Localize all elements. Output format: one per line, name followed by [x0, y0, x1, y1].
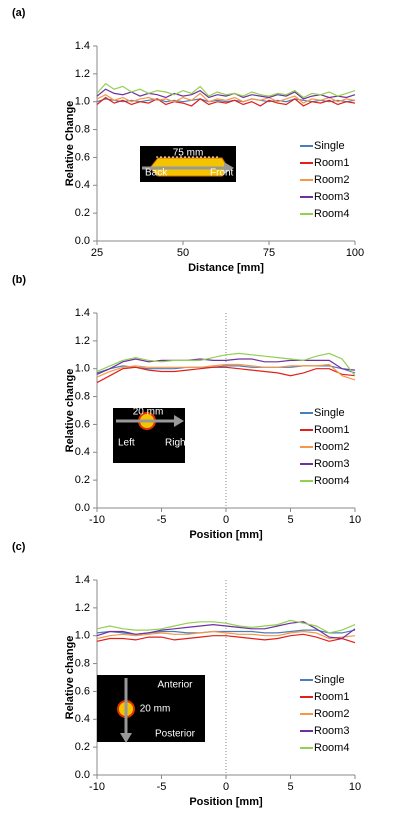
arrow-head [224, 162, 234, 174]
series-line [96, 96, 356, 107]
legend-label: Room4 [314, 742, 349, 754]
inset-label: 75 mm [173, 148, 204, 159]
inset-label: Back [145, 168, 168, 179]
series-line [96, 352, 356, 377]
inset-label: 20 mm [133, 407, 164, 418]
x-tick-label: 25 [91, 247, 103, 259]
series-line [96, 92, 356, 104]
y-axis-title: Relative change [64, 369, 76, 453]
legend-label: Room1 [314, 424, 349, 436]
series-line [96, 363, 356, 381]
inset-label: Anterior [157, 680, 193, 691]
y-tick-label: 0.4 [75, 179, 90, 191]
series-line [96, 633, 356, 644]
y-tick-label: 0.6 [75, 685, 90, 697]
x-tick-label: -10 [89, 781, 105, 793]
chart-panel: (c) Relative change Position [mm] 0.0 0.2 0.4… [12, 541, 361, 808]
legend-label: Single [314, 407, 345, 419]
inset-image [97, 675, 205, 742]
y-tick-label: 1.0 [75, 630, 90, 642]
x-tick-label: 50 [177, 247, 189, 259]
legend-label: Room4 [314, 475, 349, 487]
series-line [96, 366, 356, 384]
y-tick-label: 0.2 [75, 741, 90, 753]
chart-panel: (b) Relative change Position [mm] 0.0 0.2 0.4… [12, 274, 361, 541]
series-line [96, 619, 356, 634]
y-axis-title: Relative Change [64, 101, 76, 187]
x-tick-label: 5 [287, 514, 293, 526]
y-tick-label: 0.4 [75, 446, 90, 458]
panel-label: (c) [12, 541, 26, 553]
legend-label: Room2 [314, 174, 349, 186]
inset-label: Right [165, 438, 189, 449]
inset-label: Front [210, 168, 234, 179]
legend-label: Room1 [314, 157, 349, 169]
series-line [96, 88, 356, 100]
panel-label: (b) [12, 274, 26, 286]
y-tick-label: 1.4 [75, 307, 90, 319]
x-tick-label: 0 [223, 514, 229, 526]
legend-label: Single [314, 140, 345, 152]
legend-label: Room2 [314, 441, 349, 453]
y-tick-label: 0.0 [75, 235, 90, 247]
x-tick-label: 10 [349, 781, 361, 793]
x-tick-label: 0 [223, 781, 229, 793]
x-tick-label: -10 [89, 514, 105, 526]
legend-label: Room3 [314, 725, 349, 737]
y-tick-label: 0.8 [75, 390, 90, 402]
y-tick-label: 1.0 [75, 96, 90, 108]
x-axis-title: Distance [mm] [188, 262, 264, 274]
series-line [96, 621, 356, 640]
y-axis-title: Relative change [64, 636, 76, 720]
y-tick-label: 0.4 [75, 713, 90, 725]
y-tick-label: 0.0 [75, 502, 90, 514]
chart-panel: (a) Relative Change Distance [mm] 0.0 0.2 0.4… [12, 7, 364, 274]
y-tick-label: 0.2 [75, 207, 90, 219]
inset-label: 20 mm [140, 704, 171, 715]
y-tick-label: 0.8 [75, 657, 90, 669]
legend-label: Single [314, 674, 345, 686]
y-tick-label: 1.2 [75, 335, 90, 347]
y-tick-label: 1.0 [75, 363, 90, 375]
y-tick-label: 0.0 [75, 769, 90, 781]
panel-label: (a) [12, 7, 26, 19]
y-tick-label: 0.6 [75, 418, 90, 430]
arrow-head [120, 733, 132, 743]
x-tick-label: -5 [157, 781, 167, 793]
series-line [96, 358, 356, 375]
y-tick-label: 1.4 [75, 574, 90, 586]
y-tick-label: 1.4 [75, 40, 90, 52]
x-tick-label: 100 [346, 247, 364, 259]
legend-label: Room1 [314, 691, 349, 703]
legend-label: Room4 [314, 208, 349, 220]
y-tick-label: 1.2 [75, 602, 90, 614]
y-tick-label: 1.2 [75, 68, 90, 80]
x-tick-label: -5 [157, 514, 167, 526]
x-tick-label: 75 [263, 247, 275, 259]
arrow-head [174, 415, 184, 427]
legend-label: Room2 [314, 708, 349, 720]
inset-label: Left [118, 438, 135, 449]
series-line [96, 630, 356, 640]
x-tick-label: 10 [349, 514, 361, 526]
y-tick-label: 0.6 [75, 151, 90, 163]
x-axis-title: Position [mm] [189, 796, 263, 808]
legend-label: Room3 [314, 458, 349, 470]
legend-label: Room3 [314, 191, 349, 203]
series-line [96, 82, 356, 99]
inset-label: Posterior [155, 729, 196, 740]
series-line [96, 629, 356, 635]
x-axis-title: Position [mm] [189, 529, 263, 541]
x-tick-label: 5 [287, 781, 293, 793]
y-tick-label: 0.8 [75, 123, 90, 135]
y-tick-label: 0.2 [75, 474, 90, 486]
